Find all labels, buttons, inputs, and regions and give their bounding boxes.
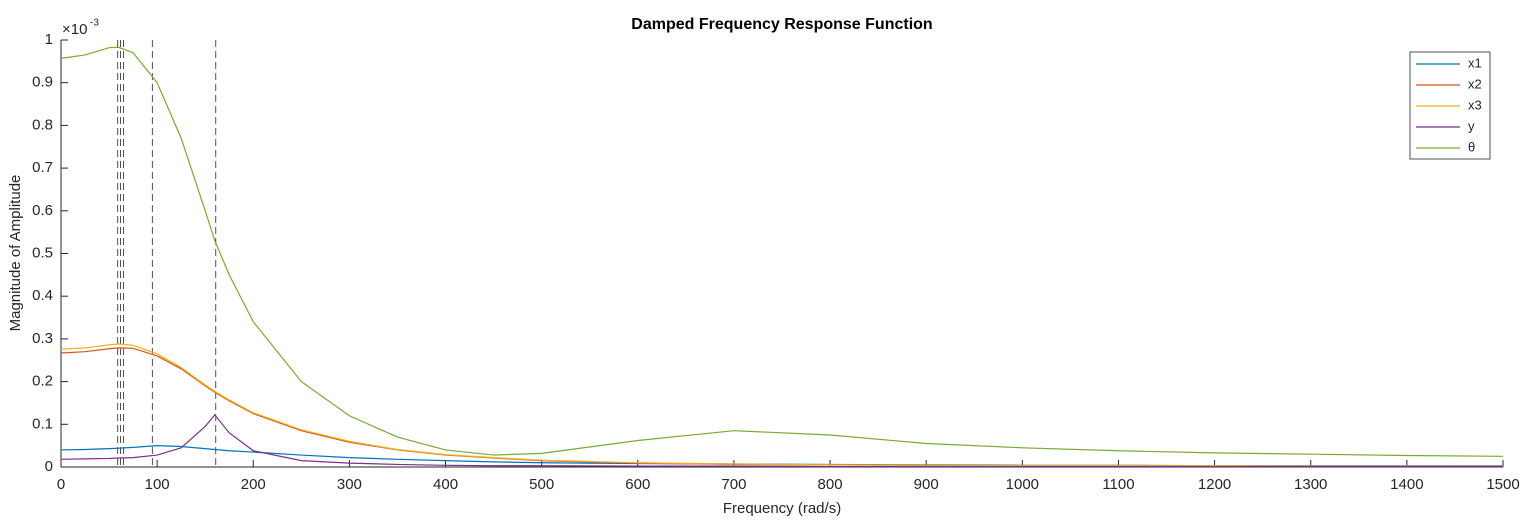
x-tick-label: 100 [145, 476, 170, 493]
x-tick-label: 800 [818, 476, 843, 493]
y-tick-label: 0.9 [32, 74, 53, 91]
legend-label: x1 [1468, 55, 1482, 70]
x-tick-label: 1000 [1006, 476, 1039, 493]
chart-title: Damped Frequency Response Function [631, 16, 932, 33]
x-tick-label: 1300 [1294, 476, 1327, 493]
y-tick-label: 0.1 [32, 415, 53, 432]
x-tick-label: 1200 [1198, 476, 1231, 493]
x-tick-label: 1100 [1102, 476, 1134, 493]
y-axis-label: Magnitude of Amplitude [7, 175, 24, 332]
series-line [60, 343, 1503, 467]
y-tick-label: 0.3 [32, 330, 53, 347]
x-tick-label: 900 [914, 476, 939, 493]
legend-label: y [1468, 118, 1475, 133]
x-tick-label: 1500 [1486, 476, 1519, 493]
x-tick-label: 700 [721, 476, 746, 493]
legend-label: x2 [1468, 76, 1482, 91]
y-tick-label: 0 [45, 458, 53, 475]
x-tick-label: 500 [529, 476, 554, 493]
x-tick-label: 600 [625, 476, 650, 493]
x-tick-label: 400 [433, 476, 458, 493]
series-line [60, 413, 1503, 468]
x-axis-label: Frequency (rad/s) [723, 500, 841, 517]
y-tick-label: 0.2 [32, 373, 53, 390]
y-tick-label: 1 [45, 31, 53, 48]
x-tick-label: 200 [241, 476, 266, 493]
x-tick-label: 1400 [1390, 476, 1423, 493]
x-tick-label: 0 [57, 476, 65, 493]
y-tick-label: 0.6 [32, 202, 53, 219]
x-tick-label: 300 [337, 476, 362, 493]
legend-label: θ [1468, 139, 1475, 154]
series-line [60, 347, 1503, 467]
series-line [60, 46, 1504, 457]
y-tick-label: 0.7 [32, 159, 53, 176]
y-multiplier-exponent: -3 [90, 18, 99, 29]
y-tick-label: 0.4 [32, 287, 53, 304]
y-multiplier: ×10 [62, 21, 87, 38]
y-tick-label: 0.5 [32, 244, 53, 261]
legend-label: x3 [1468, 97, 1482, 112]
y-tick-label: 0.8 [32, 116, 53, 133]
